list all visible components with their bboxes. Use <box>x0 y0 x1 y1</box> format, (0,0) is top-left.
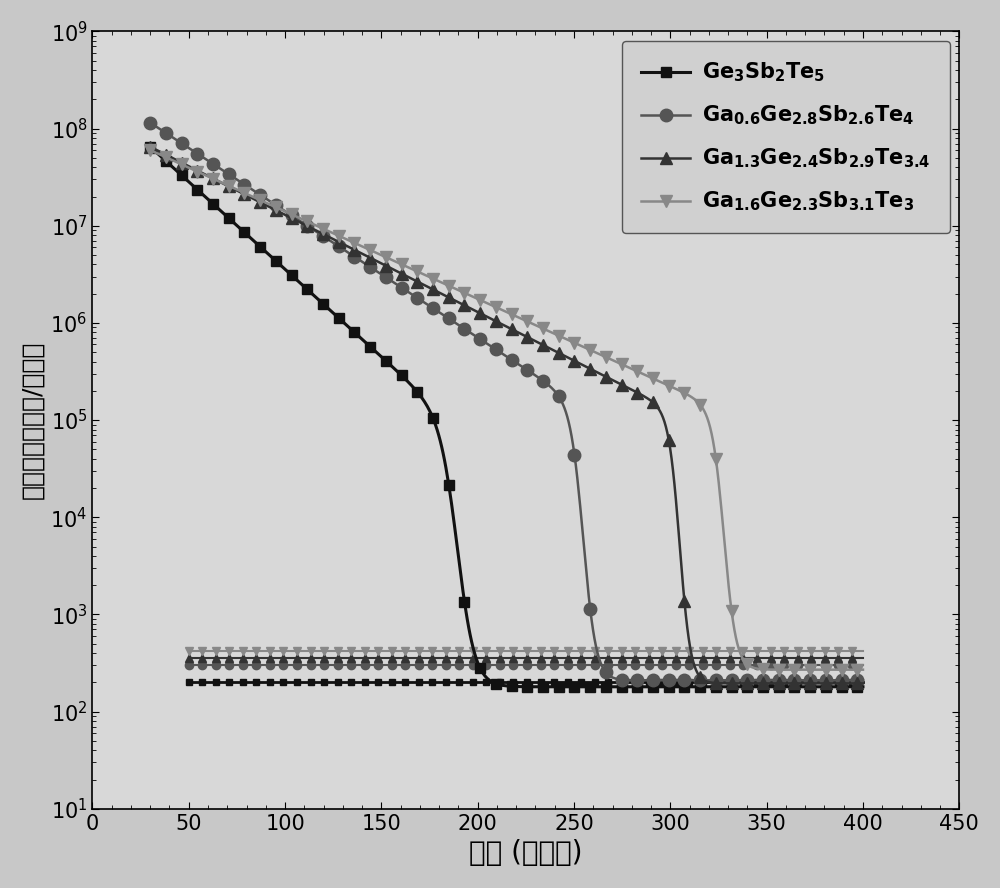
$\mathbf{Ga_{1.3}Ge_{2.4}Sb_{2.9}Te_{3.4}}$ <box>728 678 740 689</box>
$\mathbf{Ga_{1.6}Ge_{2.3}Sb_{3.1}Te_3}$ <box>857 664 869 675</box>
$\mathbf{Ga_{1.6}Ge_{2.3}Sb_{3.1}Te_3}$ <box>728 624 740 635</box>
$\mathbf{Ga_{1.3}Ge_{2.4}Sb_{2.9}Te_{3.4}}$ <box>487 314 499 325</box>
Line: $\mathbf{Ga_{1.6}Ge_{2.3}Sb_{3.1}Te_3}$: $\mathbf{Ga_{1.6}Ge_{2.3}Sb_{3.1}Te_3}$ <box>144 144 869 676</box>
$\mathbf{Ge_3Sb_2Te_5}$ <box>568 681 580 692</box>
$\mathbf{Ge_3Sb_2Te_5}$ <box>728 681 740 692</box>
$\mathbf{Ga_{0.6}Ge_{2.8}Sb_{2.6}Te_4}$ <box>728 675 740 686</box>
Line: $\mathbf{Ge_3Sb_2Te_5}$: $\mathbf{Ge_3Sb_2Te_5}$ <box>145 142 868 692</box>
Y-axis label: 方块电阻（欧姆/方块）: 方块电阻（欧姆/方块） <box>21 341 45 499</box>
$\mathbf{Ge_3Sb_2Te_5}$ <box>487 678 499 688</box>
$\mathbf{Ga_{0.6}Ge_{2.8}Sb_{2.6}Te_4}$ <box>841 675 853 686</box>
$\mathbf{Ga_{0.6}Ge_{2.8}Sb_{2.6}Te_4}$ <box>814 675 826 686</box>
Line: $\mathbf{Ga_{0.6}Ge_{2.8}Sb_{2.6}Te_4}$: $\mathbf{Ga_{0.6}Ge_{2.8}Sb_{2.6}Te_4}$ <box>144 116 869 686</box>
$\mathbf{Ga_{1.3}Ge_{2.4}Sb_{2.9}Te_{3.4}}$ <box>483 313 495 323</box>
X-axis label: 温度 (摄氏度): 温度 (摄氏度) <box>469 839 583 868</box>
$\mathbf{Ga_{0.6}Ge_{2.8}Sb_{2.6}Te_4}$ <box>144 117 156 128</box>
$\mathbf{Ga_{1.6}Ge_{2.3}Sb_{3.1}Te_3}$ <box>144 145 156 155</box>
Line: $\mathbf{Ga_{1.3}Ge_{2.4}Sb_{2.9}Te_{3.4}}$: $\mathbf{Ga_{1.3}Ge_{2.4}Sb_{2.9}Te_{3.4… <box>144 140 869 690</box>
$\mathbf{Ga_{1.3}Ge_{2.4}Sb_{2.9}Te_{3.4}}$ <box>530 336 542 346</box>
$\mathbf{Ge_3Sb_2Te_5}$ <box>857 681 869 692</box>
$\mathbf{Ga_{1.6}Ge_{2.3}Sb_{3.1}Te_3}$ <box>483 298 495 309</box>
$\mathbf{Ge_3Sb_2Te_5}$ <box>841 681 853 692</box>
$\mathbf{Ga_{0.6}Ge_{2.8}Sb_{2.6}Te_4}$ <box>487 342 499 353</box>
$\mathbf{Ga_{1.6}Ge_{2.3}Sb_{3.1}Te_3}$ <box>840 664 852 675</box>
$\mathbf{Ga_{1.6}Ge_{2.3}Sb_{3.1}Te_3}$ <box>530 320 542 330</box>
$\mathbf{Ga_{1.3}Ge_{2.4}Sb_{2.9}Te_{3.4}}$ <box>144 141 156 152</box>
$\mathbf{Ga_{1.6}Ge_{2.3}Sb_{3.1}Te_3}$ <box>487 300 499 311</box>
$\mathbf{Ga_{0.6}Ge_{2.8}Sb_{2.6}Te_4}$ <box>483 339 495 350</box>
$\mathbf{Ge_3Sb_2Te_5}$ <box>530 681 542 692</box>
$\mathbf{Ga_{1.3}Ge_{2.4}Sb_{2.9}Te_{3.4}}$ <box>568 355 580 366</box>
$\mathbf{Ga_{1.6}Ge_{2.3}Sb_{3.1}Te_3}$ <box>568 337 580 348</box>
$\mathbf{Ge_3Sb_2Te_5}$ <box>738 681 750 692</box>
$\mathbf{Ga_{1.3}Ge_{2.4}Sb_{2.9}Te_{3.4}}$ <box>857 678 869 689</box>
$\mathbf{Ga_{0.6}Ge_{2.8}Sb_{2.6}Te_4}$ <box>857 675 869 686</box>
$\mathbf{Ga_{1.3}Ge_{2.4}Sb_{2.9}Te_{3.4}}$ <box>840 678 852 689</box>
$\mathbf{Ga_{0.6}Ge_{2.8}Sb_{2.6}Te_4}$ <box>568 449 580 460</box>
$\mathbf{Ge_3Sb_2Te_5}$ <box>144 141 156 152</box>
$\mathbf{Ge_3Sb_2Te_5}$ <box>483 674 495 685</box>
Legend: $\mathbf{Ge_3Sb_2Te_5}$, $\mathbf{Ga_{0.6}Ge_{2.8}Sb_{2.6}Te_4}$, $\mathbf{Ga_{1: $\mathbf{Ge_3Sb_2Te_5}$, $\mathbf{Ga_{0.… <box>622 41 950 233</box>
$\mathbf{Ga_{0.6}Ge_{2.8}Sb_{2.6}Te_4}$ <box>530 370 542 381</box>
